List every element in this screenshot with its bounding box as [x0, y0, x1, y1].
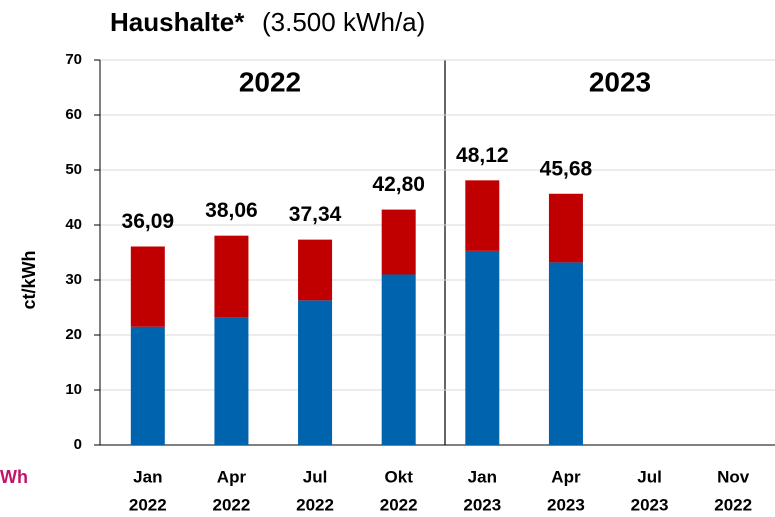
year-label: 2023	[589, 66, 651, 97]
bar-segment	[548, 193, 583, 263]
x-tick-label: Okt	[385, 467, 414, 486]
y-tick-label: 60	[65, 106, 82, 123]
bar-segment	[548, 262, 583, 445]
x-tick-label: 2022	[213, 495, 251, 514]
total-label: 45,68	[540, 157, 593, 180]
x-tick-label: 2022	[380, 495, 418, 514]
total-label: 36,09	[122, 210, 175, 233]
y-axis-label: ct/kWh	[19, 250, 39, 309]
x-tick-label: 2023	[631, 495, 669, 514]
total-label: 38,06	[205, 199, 258, 222]
bar-segment	[381, 209, 416, 275]
y-tick-label: 70	[65, 51, 82, 68]
x-tick-label: 2022	[129, 495, 167, 514]
bar-segment	[298, 239, 333, 301]
bar-segment	[130, 326, 165, 445]
x-tick-label: 2022	[714, 495, 752, 514]
bar-segment	[381, 274, 416, 445]
x-tick-label: 2023	[547, 495, 585, 514]
bar-segment	[214, 317, 249, 445]
bar-segment	[465, 250, 500, 445]
y-tick-label: 40	[65, 216, 82, 233]
x-tick-label: 2023	[463, 495, 501, 514]
chart-subtitle: (3.500 kWh/a)	[262, 7, 425, 37]
bar-segment	[298, 300, 333, 445]
cropped-text: Wh	[0, 467, 28, 487]
x-tick-label: Jul	[637, 467, 662, 486]
y-tick-label: 30	[65, 271, 82, 288]
chart-title: Haushalte*	[110, 7, 245, 37]
y-tick-label: 20	[65, 326, 82, 343]
total-label: 42,80	[372, 173, 425, 196]
x-tick-label: Apr	[217, 467, 247, 486]
x-tick-label: 2022	[296, 495, 334, 514]
x-tick-label: Apr	[551, 467, 581, 486]
bar-segment	[465, 180, 500, 251]
bar-segment	[130, 246, 165, 327]
y-tick-label: 10	[65, 381, 82, 398]
x-tick-label: Jul	[303, 467, 328, 486]
x-tick-label: Jan	[468, 467, 497, 486]
x-tick-label: Nov	[717, 467, 750, 486]
year-label: 2022	[239, 66, 301, 97]
bar-segment	[214, 235, 249, 318]
total-label: 48,12	[456, 144, 509, 167]
y-tick-label: 50	[65, 161, 82, 178]
y-tick-label: 0	[74, 436, 82, 453]
total-label: 37,34	[289, 203, 342, 226]
x-tick-label: Jan	[133, 467, 162, 486]
